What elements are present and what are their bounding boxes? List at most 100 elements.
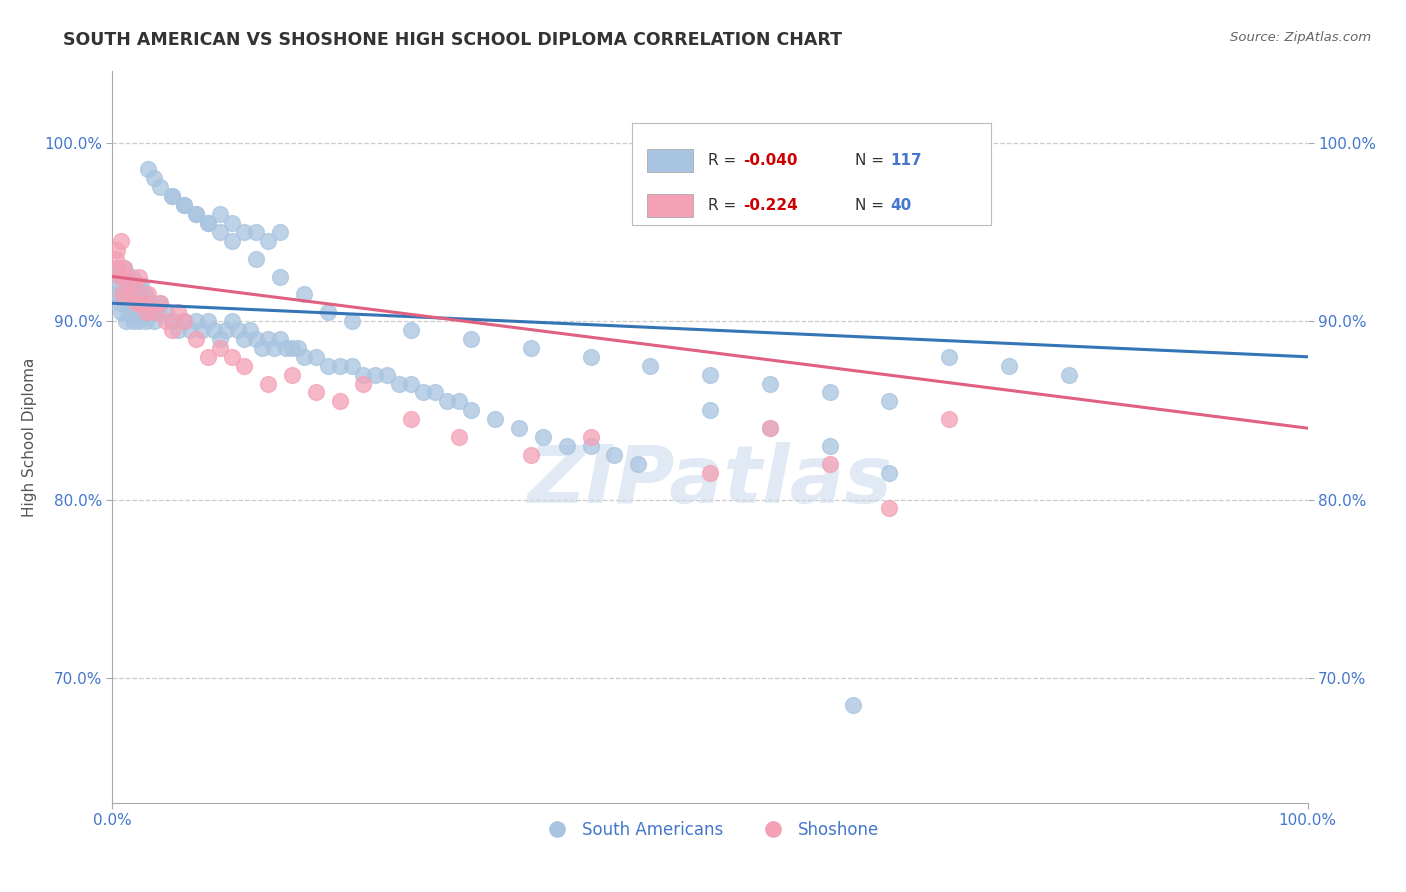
- Point: [139, 296, 162, 310]
- Point: [110, 234, 132, 248]
- Point: [125, 305, 148, 319]
- Point: [134, 287, 156, 301]
- Point: [197, 216, 219, 230]
- Point: [269, 225, 291, 239]
- Point: [162, 314, 183, 328]
- Point: [111, 287, 134, 301]
- Point: [173, 198, 195, 212]
- Text: Source: ZipAtlas.com: Source: ZipAtlas.com: [1230, 31, 1371, 45]
- Point: [118, 305, 141, 319]
- Point: [143, 305, 166, 319]
- Point: [209, 341, 232, 355]
- Point: [155, 314, 177, 328]
- Point: [129, 278, 152, 293]
- Point: [239, 323, 262, 337]
- Legend: South Americans, Shoshone: South Americans, Shoshone: [534, 814, 886, 846]
- Point: [143, 171, 166, 186]
- Point: [818, 385, 841, 400]
- Point: [640, 359, 662, 373]
- Point: [257, 332, 280, 346]
- Point: [120, 296, 142, 310]
- Point: [759, 421, 782, 435]
- Point: [167, 305, 190, 319]
- Point: [233, 225, 256, 239]
- Point: [105, 287, 128, 301]
- Point: [305, 350, 328, 364]
- Point: [124, 296, 146, 310]
- Point: [269, 332, 291, 346]
- Point: [305, 385, 328, 400]
- Point: [263, 341, 285, 355]
- Point: [938, 350, 960, 364]
- Point: [127, 278, 149, 293]
- Point: [131, 296, 153, 310]
- Point: [269, 269, 291, 284]
- Point: [377, 368, 399, 382]
- Point: [167, 323, 190, 337]
- Point: [281, 368, 304, 382]
- Point: [209, 225, 232, 239]
- Point: [149, 296, 172, 310]
- Point: [531, 430, 554, 444]
- Point: [449, 394, 471, 409]
- Point: [107, 260, 129, 275]
- Point: [143, 314, 166, 328]
- Point: [316, 359, 339, 373]
- Point: [340, 359, 363, 373]
- Point: [186, 207, 208, 221]
- Point: [257, 234, 280, 248]
- Point: [149, 180, 172, 194]
- Point: [759, 421, 782, 435]
- Point: [197, 314, 219, 328]
- Point: [364, 368, 387, 382]
- Point: [245, 332, 267, 346]
- Point: [281, 341, 304, 355]
- Point: [122, 287, 145, 301]
- Point: [555, 439, 578, 453]
- Point: [209, 332, 232, 346]
- Point: [1057, 368, 1080, 382]
- Point: [131, 296, 153, 310]
- Point: [114, 314, 136, 328]
- Point: [316, 305, 339, 319]
- Point: [191, 323, 214, 337]
- Point: [627, 457, 650, 471]
- Y-axis label: High School Diploma: High School Diploma: [22, 358, 37, 516]
- Point: [520, 341, 543, 355]
- Point: [412, 385, 434, 400]
- Point: [401, 376, 423, 391]
- Point: [460, 403, 482, 417]
- Point: [121, 314, 143, 328]
- Point: [120, 287, 142, 301]
- Point: [186, 332, 208, 346]
- Text: ZIPatlas: ZIPatlas: [527, 442, 893, 520]
- Point: [162, 189, 183, 203]
- Point: [603, 448, 626, 462]
- Point: [215, 323, 238, 337]
- Point: [128, 314, 150, 328]
- Point: [173, 314, 195, 328]
- Point: [818, 439, 841, 453]
- Point: [257, 376, 280, 391]
- Point: [292, 350, 315, 364]
- Point: [233, 332, 256, 346]
- Point: [388, 376, 411, 391]
- Point: [135, 305, 157, 319]
- Point: [110, 305, 132, 319]
- Point: [202, 323, 225, 337]
- Point: [245, 252, 267, 266]
- Point: [329, 394, 352, 409]
- Point: [122, 278, 145, 293]
- Point: [329, 359, 352, 373]
- Point: [138, 305, 160, 319]
- Point: [401, 323, 423, 337]
- Point: [579, 350, 602, 364]
- Point: [111, 269, 134, 284]
- Point: [274, 341, 297, 355]
- Point: [117, 278, 139, 293]
- Point: [292, 287, 315, 301]
- Text: SOUTH AMERICAN VS SHOSHONE HIGH SCHOOL DIPLOMA CORRELATION CHART: SOUTH AMERICAN VS SHOSHONE HIGH SCHOOL D…: [63, 31, 842, 49]
- Point: [353, 368, 375, 382]
- Point: [125, 296, 148, 310]
- Point: [114, 260, 135, 275]
